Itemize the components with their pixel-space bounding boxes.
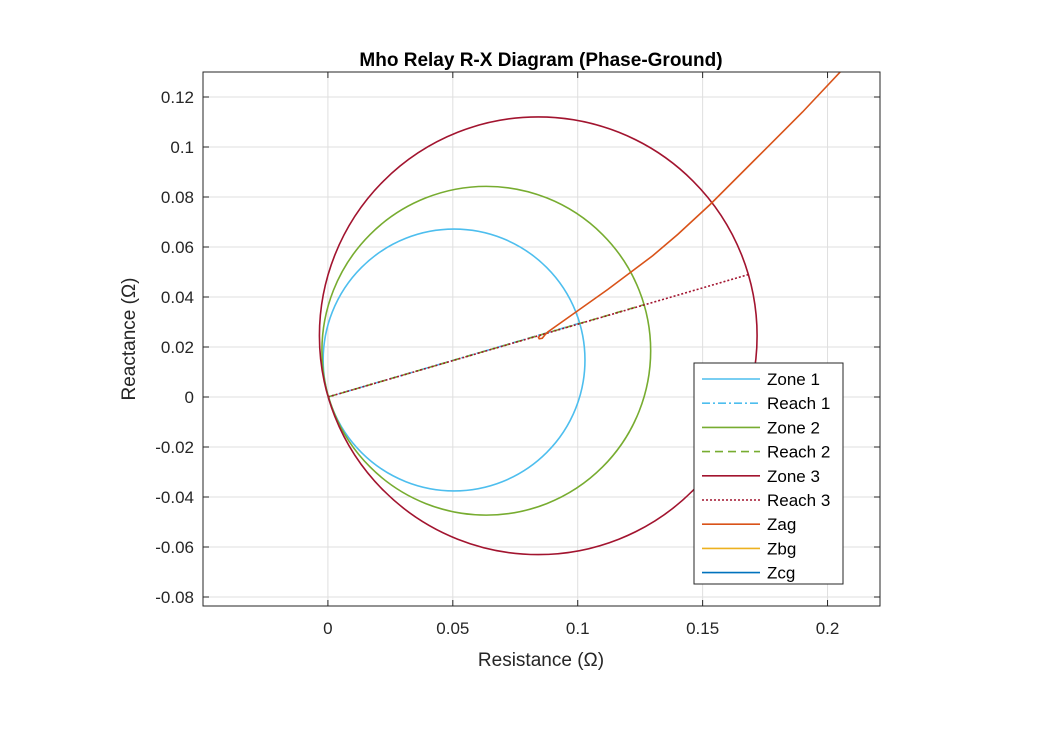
x-tick-label: 0.1 [566,619,590,638]
y-tick-label: -0.04 [155,488,194,507]
y-tick-label: 0 [185,388,194,407]
data-marks [318,72,842,556]
legend-entry: Reach 2 [767,443,830,462]
legend-entry: Zone 2 [767,418,820,437]
series-zone-2 [321,185,652,516]
x-tick-label: 0 [323,619,332,638]
y-tick-label: 0.1 [170,138,194,157]
y-tick-label: -0.06 [155,538,194,557]
legend-entry: Zone 3 [767,467,820,486]
y-tick-label: -0.02 [155,438,194,457]
legend-entry: Reach 3 [767,491,830,510]
x-tick-label: 0.2 [816,619,840,638]
y-tick-label: 0.12 [161,88,194,107]
x-tick-label: 0.05 [436,619,469,638]
y-tick-label: 0.02 [161,338,194,357]
legend-entry: Reach 1 [767,394,830,413]
legend-box [693,362,844,585]
chart-title: Mho Relay R-X Diagram (Phase-Ground) [359,50,722,71]
x-axis-label: Resistance (Ω) [478,650,604,671]
y-tick-label: 0.06 [161,238,194,257]
series-zag [537,72,842,340]
axes-box [202,71,881,607]
y-tick-label: 0.04 [161,288,194,307]
series-zone-3 [318,116,758,556]
legend-entry: Zcg [767,564,795,583]
ticks: 0 0.05 0.1 0.15 0.2 -0.08 -0.06 -0.04 -0.02 0 0.02… [155,72,880,638]
y-axis-label: Reactance (Ω) [119,278,140,401]
series-reach-3 [327,273,749,398]
y-tick-label: 0.08 [161,188,194,207]
y-tick-label: -0.08 [155,588,194,607]
series-zone-1 [322,228,586,492]
legend-entry: Zbg [767,539,796,558]
legend[interactable]: Zone 1 Reach 1 Zone 2 Reach 2 Zone 3 Reach 3 Z… [693,362,844,585]
legend-entry: Zag [767,515,796,534]
series-reach-2 [327,303,645,398]
legend-entry: Zone 1 [767,370,820,389]
x-tick-label: 0.15 [686,619,719,638]
